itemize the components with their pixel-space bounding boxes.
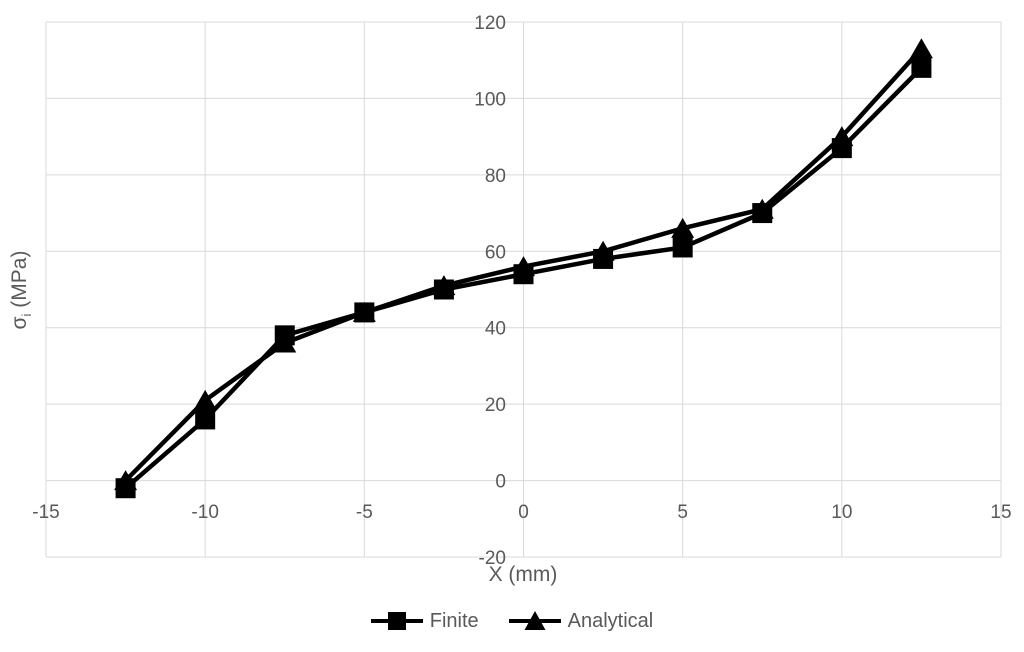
y-axis-title-symbol: σ xyxy=(7,316,31,330)
x-axis-tick-label: 0 xyxy=(518,502,529,523)
legend-item-analytical: Analytical xyxy=(508,610,654,632)
finite-data-point-marker xyxy=(752,203,773,224)
finite-data-point-marker xyxy=(274,325,295,346)
y-axis-tick-label: 20 xyxy=(485,395,506,416)
finite-data-point-marker xyxy=(672,237,693,258)
finite-data-point-marker xyxy=(513,264,534,285)
finite-data-point-marker xyxy=(115,478,136,499)
y-axis-title-subscript: i xyxy=(19,313,35,317)
y-axis-tick-label: -20 xyxy=(479,548,506,569)
legend-label-analytical: Analytical xyxy=(567,610,654,632)
x-axis-tick-label: -15 xyxy=(32,502,59,523)
finite-data-point-marker xyxy=(911,57,932,78)
finite-data-point-marker xyxy=(354,302,375,323)
legend-item-finite: Finite xyxy=(370,610,479,632)
x-axis-tick-label: 5 xyxy=(677,502,688,523)
analytical-data-point-marker xyxy=(909,38,933,59)
finite-square-marker-icon xyxy=(370,611,423,631)
finite-data-point-marker xyxy=(433,279,454,300)
finite-data-point-marker xyxy=(195,409,216,430)
x-axis-tick-label: -10 xyxy=(191,502,218,523)
finite-data-point-marker xyxy=(593,248,614,269)
y-axis-title-unit: (MPa) xyxy=(7,250,31,314)
analytical-data-point-marker xyxy=(671,217,695,238)
legend-label-finite: Finite xyxy=(429,610,479,632)
y-axis-tick-label: 80 xyxy=(485,166,506,187)
y-axis-tick-label: 0 xyxy=(495,472,506,493)
y-axis-tick-label: 60 xyxy=(485,242,506,263)
y-axis-tick-label: 40 xyxy=(485,319,506,340)
finite-data-point-marker xyxy=(831,138,852,159)
legend: Finite Analytical xyxy=(0,611,1024,631)
x-axis-tick-label: -5 xyxy=(356,502,373,523)
x-axis-tick-label: 15 xyxy=(990,502,1011,523)
x-axis-tick-label: 10 xyxy=(831,502,852,523)
y-axis-tick-label: 100 xyxy=(474,89,506,110)
analytical-data-point-marker xyxy=(193,389,217,410)
analytical-triangle-marker-icon xyxy=(508,611,561,631)
y-axis-title: σi (MPa) xyxy=(7,250,35,330)
x-axis-title: X (mm) xyxy=(488,563,558,586)
y-axis-tick-label: 120 xyxy=(474,13,506,34)
